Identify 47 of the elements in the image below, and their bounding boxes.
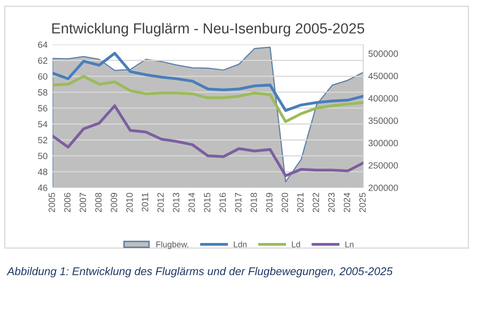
x-tick-label: 2013 <box>172 192 180 212</box>
legend-label: Flugbew. <box>156 241 188 249</box>
y2-tick-label: 350000 <box>368 118 398 124</box>
x-tick-label: 2025 <box>359 192 366 212</box>
x-tick-label: 2007 <box>80 192 86 212</box>
x-tick-label: 2012 <box>157 192 164 212</box>
x-tick-label: 2009 <box>110 192 118 212</box>
x-tick-label: 2019 <box>266 192 272 212</box>
x-tick-label: 2008 <box>95 192 102 212</box>
x-tick-label: 2018 <box>250 192 257 212</box>
legend-label: Ld <box>292 241 300 248</box>
y2-tick-label: 450000 <box>368 72 398 80</box>
y2-tick-label: 400000 <box>368 95 398 102</box>
x-tick-label: 2014 <box>188 192 195 212</box>
x-tick-label: 2020 <box>282 192 288 212</box>
line-series <box>52 104 364 178</box>
x-tick-label: 2023 <box>328 192 335 212</box>
y-tick-label: 54 <box>38 121 48 128</box>
x-tick-label: 2021 <box>297 192 304 212</box>
y-tick-label: 52 <box>38 136 48 144</box>
text: Abbildung 1: Entwicklung des Fluglärms und der Flugbewegungen, 2005-2025 <box>6 267 393 278</box>
y2-tick-label: 500000 <box>368 50 398 57</box>
y-tick-label: 46 <box>38 184 48 191</box>
y2-tick-label: 300000 <box>368 140 398 146</box>
y-tick-label: 64 <box>38 41 48 48</box>
x-tick-label: 2006 <box>64 192 71 212</box>
x-tick-label: 2016 <box>219 192 226 212</box>
x-tick-label: 2024 <box>344 192 350 212</box>
legend-label: Ln <box>345 242 354 248</box>
y-tick-label: 50 <box>38 152 48 160</box>
legend-label: Ldn <box>234 241 247 248</box>
x-tick-label: 2011 <box>142 192 148 212</box>
x-tick-label: 2017 <box>235 192 242 212</box>
y-tick-label: 56 <box>38 105 48 112</box>
x-tick-label: 2005 <box>48 192 56 212</box>
y-tick-label: 58 <box>38 89 48 96</box>
y2-tick-label: 200000 <box>368 184 398 191</box>
y-tick-label: 48 <box>38 168 48 176</box>
chart-title: Entwicklung Fluglärm - Neu-Isenburg 2005-2025 <box>52 22 364 36</box>
y-tick-label: 60 <box>38 73 48 80</box>
y-tick-label: 62 <box>38 57 48 64</box>
x-tick-label: 2015 <box>204 192 210 212</box>
x-tick-label: 2010 <box>126 192 133 212</box>
x-tick-label: 2022 <box>312 192 320 212</box>
y2-tick-label: 250000 <box>368 162 398 169</box>
line-series <box>52 52 364 112</box>
line-series <box>52 74 364 124</box>
